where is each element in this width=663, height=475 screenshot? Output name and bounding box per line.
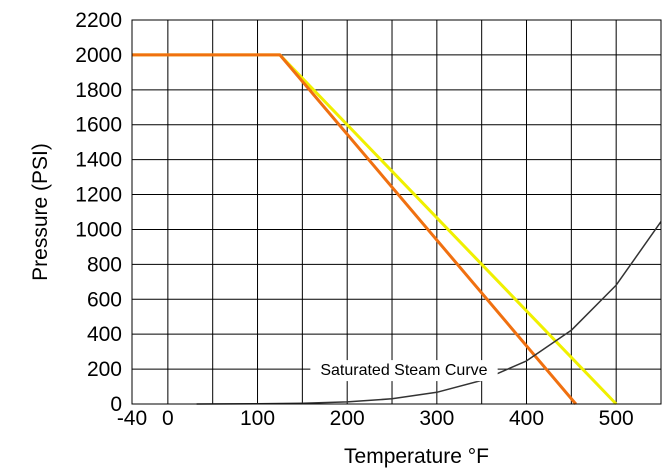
steam-curve-annotation: Saturated Steam Curve <box>320 362 487 379</box>
y-tick-label: 800 <box>87 253 122 276</box>
annotation-background <box>310 360 498 382</box>
y-tick-label: 2000 <box>75 44 122 67</box>
x-tick-label: 200 <box>330 407 365 430</box>
series-layer <box>132 53 662 406</box>
saturated-steam-curve <box>196 221 662 405</box>
y-tick-label: 1200 <box>75 184 122 207</box>
x-tick-label: 100 <box>240 407 275 430</box>
y-axis-label: Pressure (PSI) <box>29 143 52 281</box>
y-tick-label: 1400 <box>75 149 122 172</box>
y-tick-label: 600 <box>87 288 122 311</box>
y-tick-label: 1000 <box>75 218 122 241</box>
x-tick-label: -40 <box>117 407 147 430</box>
orange-line-series <box>132 53 577 405</box>
y-tick-label: 200 <box>87 358 122 381</box>
x-axis-label: Temperature °F <box>344 445 489 468</box>
tick-labels: 0200400600800100012001400160018002000220… <box>75 9 633 430</box>
x-tick-label: 300 <box>419 407 454 430</box>
y-tick-label: 1800 <box>75 79 122 102</box>
y-tick-label: 1600 <box>75 114 122 137</box>
y-tick-label: 0 <box>110 393 122 416</box>
annotation-layer: Saturated Steam Curve <box>310 360 498 382</box>
grid <box>131 19 662 405</box>
x-tick-label: 0 <box>162 407 174 430</box>
plot-frame <box>131 19 662 405</box>
y-tick-label: 400 <box>87 323 122 346</box>
x-tick-label: 500 <box>599 407 634 430</box>
x-tick-label: 400 <box>509 407 544 430</box>
y-tick-label: 2200 <box>75 9 122 32</box>
